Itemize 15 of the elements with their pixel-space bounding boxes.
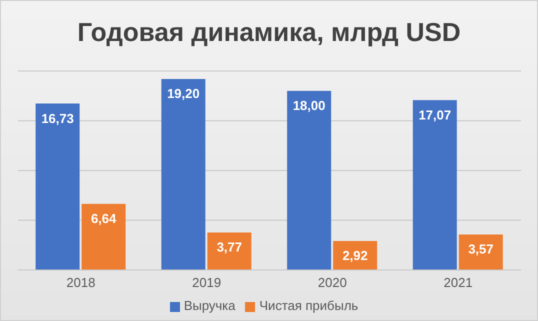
x-tick-label: 2020 <box>318 275 347 290</box>
data-label: 16,73 <box>41 110 74 126</box>
data-label: 3,77 <box>216 240 242 255</box>
data-label: 2,92 <box>342 248 368 264</box>
chart-title: Годовая динамика, млрд USD <box>76 17 462 49</box>
x-tick-label: 2018 <box>66 275 96 290</box>
x-tick-label: 2019 <box>192 275 222 290</box>
legend-label: Чистая прибыль <box>259 298 358 313</box>
data-label: 3,57 <box>468 242 494 257</box>
data-label: 19,20 <box>167 86 200 102</box>
x-tick-label: 2021 <box>444 275 473 290</box>
legend-label: Выручка <box>184 298 236 313</box>
data-label: 17,07 <box>418 107 452 122</box>
data-label: 6,64 <box>90 211 118 226</box>
data-label: 18,00 <box>292 98 326 114</box>
